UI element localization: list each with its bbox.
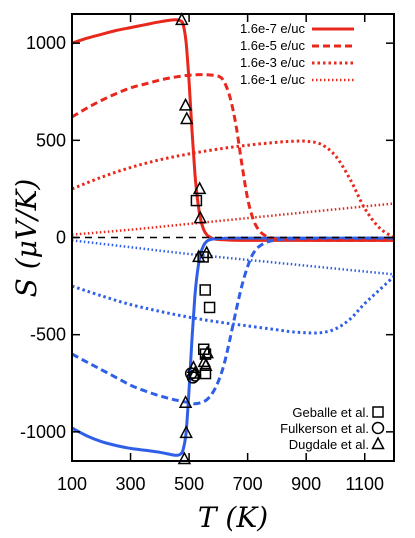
data-point-square [203, 301, 216, 314]
series-line-solid-n-type [72, 236, 394, 457]
ticks-layer [71, 14, 394, 461]
data-point-square [190, 194, 203, 207]
data-point-triangle [178, 97, 193, 111]
series-line-fine-dotted-n-type [72, 239, 394, 276]
curves-layer [72, 18, 394, 457]
legend-line-label: 1.6e-1 e/uc [240, 72, 306, 87]
y-axis-label: S (μV/K) [10, 179, 43, 298]
data-point-circle [188, 369, 202, 382]
data-point-triangle [186, 360, 201, 373]
legend-layer: 1.6e-7 e/uc 1.6e-5 e/uc 1.6e-3 e/uc 1.6e-1 … [240, 21, 385, 452]
y-tick-label: -500 [30, 325, 66, 345]
data-point-triangle [192, 181, 207, 195]
series-line-dashed-p-type [72, 73, 394, 242]
y-tick-label: 500 [36, 130, 66, 150]
data-point-triangle [175, 12, 189, 26]
tick-labels-layer: 100 300 500 700 900 1100 -1000 -500 0 500 1000 [20, 33, 384, 494]
legend-marker-label: Geballe et al. [292, 405, 369, 420]
y-tick-label: 0 [56, 228, 66, 248]
legend-marker-label: Fulkerson et al. [280, 421, 369, 436]
y-tick-label: -1000 [20, 422, 66, 442]
legend-line-label: 1.6e-7 e/uc [240, 21, 306, 36]
x-tick-label: 500 [174, 474, 204, 494]
x-tick-label: 700 [233, 474, 263, 494]
series-line-dashed-n-type [72, 236, 394, 406]
data-point-triangle [179, 425, 193, 439]
data-point-triangle [177, 451, 192, 465]
legend-line-label: 1.6e-5 e/uc [240, 38, 306, 53]
x-tick-label: 1100 [345, 474, 384, 494]
data-point-square [199, 284, 211, 296]
series-line-dotted-n-type [72, 275, 394, 335]
legend-marker-label: Dugdale et al. [289, 437, 369, 452]
experimental-markers-layer [175, 12, 216, 465]
data-point-triangle [180, 111, 194, 125]
x-tick-label: 100 [57, 474, 87, 494]
legend-marker-square [372, 406, 384, 418]
x-tick-label: 300 [116, 474, 146, 494]
data-point-triangle [200, 345, 214, 359]
series-line-solid-p-type [72, 18, 394, 242]
series-line-dotted-p-type [72, 139, 394, 239]
legend-line-label: 1.6e-3 e/uc [240, 55, 306, 70]
data-point-triangle [199, 358, 213, 372]
legend-marker-triangle [371, 436, 385, 450]
x-axis-label: T (K) [198, 501, 268, 534]
legend-marker-circle [371, 421, 385, 435]
data-point-triangle [199, 245, 214, 259]
series-line-fine-dotted-p-type [72, 202, 394, 236]
data-point-triangle [193, 210, 207, 224]
data-point-triangle [178, 395, 193, 408]
y-tick-label: 1000 [26, 33, 66, 53]
x-tick-label: 900 [291, 474, 321, 494]
